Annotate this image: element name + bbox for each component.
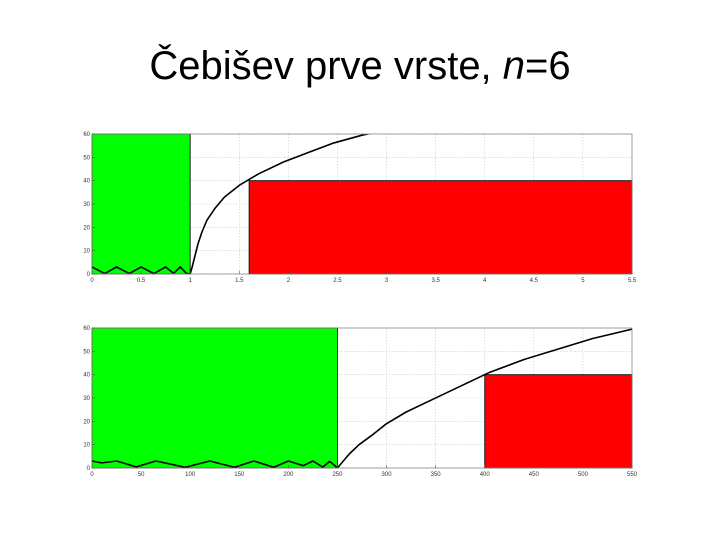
x-tick-label: 4.5	[530, 278, 539, 284]
x-tick-label: 200	[283, 472, 294, 478]
y-tick-label: 30	[83, 396, 90, 402]
x-tick-label: 4	[483, 278, 487, 284]
x-tick-label: 250	[332, 472, 343, 478]
y-tick-label: 50	[83, 155, 90, 161]
stopband-region	[248, 180, 633, 275]
x-tick-label: 350	[431, 472, 442, 478]
y-tick-label: 50	[83, 349, 90, 355]
x-tick-label: 450	[529, 472, 540, 478]
x-tick-label: 3	[385, 278, 389, 284]
x-tick-label: 150	[234, 472, 245, 478]
x-tick-label: 500	[578, 472, 589, 478]
passband-region	[91, 327, 338, 469]
slide-title: Čebišev prve vrste, n=6	[0, 42, 720, 90]
y-tick-label: 0	[87, 466, 91, 472]
y-tick-label: 60	[83, 132, 90, 138]
title-variable: n	[502, 44, 526, 88]
chart-2: 0 50 100 150 200 250 300 350 400 450 500 550 0 10 20 30…	[83, 326, 638, 478]
x-tick-label: 2	[287, 278, 291, 284]
response-curve	[92, 328, 632, 468]
x-tick-label: 400	[480, 472, 491, 478]
x-tick-label: 0	[90, 278, 94, 284]
y-tick-label: 60	[83, 326, 90, 332]
response-curve	[92, 134, 372, 274]
y-tick-label: 20	[83, 225, 90, 231]
y-tick-label: 20	[83, 419, 90, 425]
y-tick-label: 10	[83, 249, 90, 255]
y-tick-label: 0	[87, 272, 91, 278]
title-suffix: =6	[525, 44, 571, 88]
y-tick-label: 10	[83, 443, 90, 449]
x-tick-label: 1.5	[235, 278, 244, 284]
x-tick-label: 50	[138, 472, 145, 478]
x-tick-label: 1	[189, 278, 193, 284]
x-tick-label: 550	[627, 472, 638, 478]
x-tick-label: 5	[581, 278, 585, 284]
stopband-region	[484, 374, 633, 469]
title-prefix: Čebišev prve vrste,	[149, 44, 503, 88]
x-tick-label: 0	[90, 472, 94, 478]
x-tick-label: 100	[185, 472, 196, 478]
x-tick-label: 2.5	[333, 278, 342, 284]
x-tick-label: 300	[382, 472, 393, 478]
passband-region	[91, 133, 191, 275]
x-tick-label: 0.5	[137, 278, 146, 284]
x-tick-label: 5.5	[628, 278, 637, 284]
chart-1: 0 0.5 1 1.5 2 2.5 3 3.5 4 4.5 5 5.5 0 10 20 30 40 50 60	[83, 132, 637, 284]
y-tick-label: 30	[83, 202, 90, 208]
y-tick-label: 40	[83, 179, 90, 185]
x-tick-label: 3.5	[431, 278, 440, 284]
y-tick-label: 40	[83, 373, 90, 379]
